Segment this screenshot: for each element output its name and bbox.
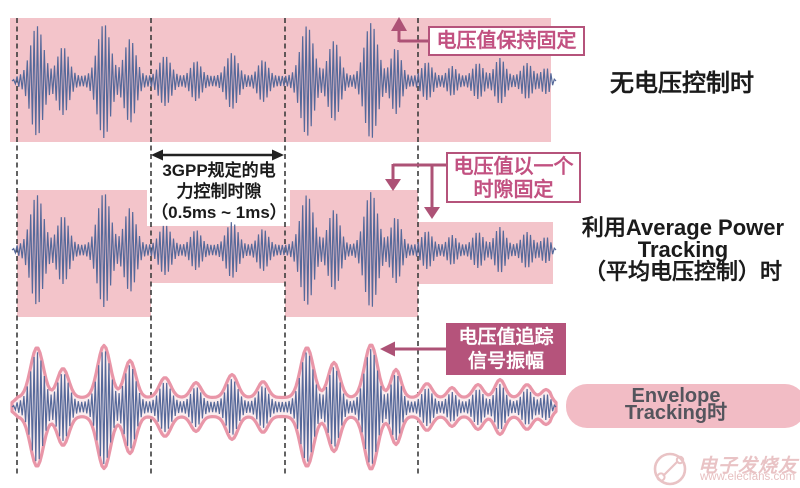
timeslot-note-line1: 3GPP规定的电 bbox=[162, 161, 276, 180]
envelope-tracking-highlight bbox=[566, 384, 800, 428]
timeslot-note-line2: 力控制时隙 bbox=[176, 182, 262, 201]
row2-annotation-line2: 时隙固定 bbox=[473, 179, 554, 201]
watermark-logo-dot1 bbox=[656, 472, 666, 482]
row1-up-arrowhead bbox=[391, 17, 407, 31]
timeslot-note: 3GPP规定的电 力控制时隙 （0.5ms ~ 1ms） bbox=[139, 160, 299, 223]
row2-waveform bbox=[11, 192, 557, 308]
watermark-url: www.elecfans.com bbox=[700, 471, 796, 483]
row3-envelope-outline bbox=[10, 343, 558, 471]
timeslot-arrowhead-right bbox=[272, 149, 284, 161]
row1-waveform bbox=[11, 23, 557, 139]
watermark-logo-dot2 bbox=[675, 455, 685, 465]
row3-label: Envelope Tracking时 bbox=[586, 385, 766, 424]
row2-down-arrowhead2 bbox=[424, 207, 440, 219]
row2-annotation-line1: 电压值以一个 bbox=[453, 156, 574, 178]
row2-annotation-box: 电压值以一个 时隙固定 bbox=[446, 152, 581, 203]
timeslot-note-background bbox=[147, 157, 290, 226]
watermark-brand: 电子发烧友 bbox=[698, 456, 799, 477]
row3-annotation-line2: 信号振幅 bbox=[467, 351, 544, 372]
row3-waveform bbox=[11, 349, 557, 465]
row2-down-arrowhead1 bbox=[385, 179, 401, 191]
row3-label-line2: Tracking时 bbox=[624, 402, 728, 424]
row2-label-line1: 利用Average Power bbox=[581, 215, 785, 240]
row2-label-line2: Tracking bbox=[637, 237, 729, 262]
row3-left-arrowhead bbox=[380, 341, 395, 357]
row1-annotation-box: 电压值保持固定 bbox=[428, 26, 585, 56]
row1-label: 无电压控制时 bbox=[610, 70, 754, 97]
row2-label: 利用Average Power Tracking （平均电压控制）时 bbox=[558, 217, 800, 283]
row2-label-line3: （平均电压控制）时 bbox=[583, 259, 782, 284]
watermark-logo-icon bbox=[653, 452, 687, 486]
row3-label-line1: Envelope bbox=[631, 385, 721, 407]
timeslot-note-line3: （0.5ms ~ 1ms） bbox=[151, 203, 287, 222]
row3-annotation-box: 电压值追踪 信号振幅 bbox=[446, 323, 566, 375]
row3-annotation-line1: 电压值追踪 bbox=[458, 327, 554, 348]
watermark-logo-line bbox=[662, 460, 679, 477]
timeslot-arrowhead-left bbox=[151, 149, 163, 161]
